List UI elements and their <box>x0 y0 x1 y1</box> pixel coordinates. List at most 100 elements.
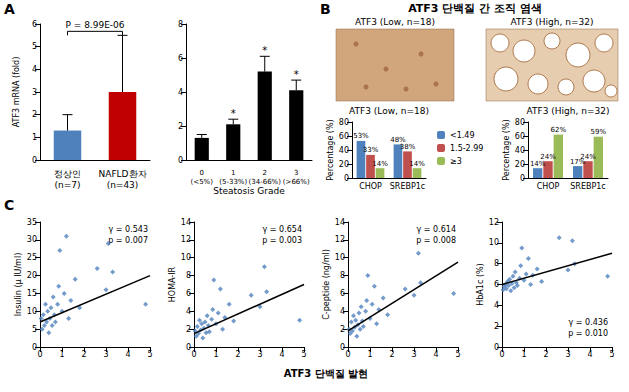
svg-text:4: 4 <box>587 350 592 359</box>
svg-text:0: 0 <box>32 343 37 352</box>
svg-text:3: 3 <box>32 88 37 97</box>
svg-text:Percentage (%): Percentage (%) <box>502 119 511 180</box>
svg-text:35: 35 <box>27 218 37 227</box>
svg-text:4: 4 <box>433 350 438 359</box>
svg-text:25: 25 <box>27 253 37 262</box>
svg-text:1: 1 <box>213 350 218 359</box>
svg-text:10: 10 <box>27 307 37 316</box>
svg-text:40: 40 <box>515 146 525 155</box>
svg-text:60: 60 <box>339 132 349 141</box>
svg-text:Steatosis Grade: Steatosis Grade <box>213 186 285 196</box>
svg-text:ATF3 (High, n=32): ATF3 (High, n=32) <box>511 17 594 27</box>
svg-text:Insulin (μ IU/ml): Insulin (μ IU/ml) <box>14 253 23 317</box>
svg-text:2: 2 <box>543 350 548 359</box>
svg-text:p = 0.007: p = 0.007 <box>108 236 148 245</box>
svg-text:NAFLD환자: NAFLD환자 <box>98 169 146 179</box>
svg-text:8: 8 <box>494 259 499 268</box>
svg-text:3: 3 <box>565 350 570 359</box>
svg-text:30: 30 <box>27 235 37 244</box>
svg-text:ATF3 (Low, n=18): ATF3 (Low, n=18) <box>355 17 435 27</box>
svg-text:2: 2 <box>235 350 240 359</box>
svg-text:5: 5 <box>609 350 614 359</box>
svg-text:62%: 62% <box>551 126 567 134</box>
svg-text:20: 20 <box>515 160 525 169</box>
svg-text:정상인: 정상인 <box>54 169 81 179</box>
svg-text:0: 0 <box>344 174 349 183</box>
svg-text:2: 2 <box>389 350 394 359</box>
svg-text:5: 5 <box>455 350 460 359</box>
svg-text:24%: 24% <box>580 153 596 161</box>
svg-text:CHOP: CHOP <box>359 182 382 191</box>
svg-text:10: 10 <box>489 238 499 247</box>
svg-text:38%: 38% <box>400 143 416 151</box>
svg-text:3: 3 <box>103 350 108 359</box>
svg-text:4: 4 <box>494 301 499 310</box>
svg-text:4: 4 <box>32 65 37 74</box>
svg-text:2: 2 <box>178 122 183 131</box>
svg-text:5: 5 <box>147 350 152 359</box>
svg-text:ATF3 mRNA (fold): ATF3 mRNA (fold) <box>12 57 21 128</box>
svg-text:ATF3 (High, n=32): ATF3 (High, n=32) <box>527 106 610 116</box>
svg-text:p = 0.008: p = 0.008 <box>416 236 456 245</box>
svg-text:p = 0.003: p = 0.003 <box>262 236 302 245</box>
svg-text:6: 6 <box>340 289 345 298</box>
svg-text:4: 4 <box>186 307 191 316</box>
svg-text:1: 1 <box>521 350 526 359</box>
svg-text:10: 10 <box>181 253 191 262</box>
svg-text:0: 0 <box>520 174 525 183</box>
svg-text:4: 4 <box>340 307 345 316</box>
svg-text:2: 2 <box>81 350 86 359</box>
svg-text:1: 1 <box>32 133 37 142</box>
svg-text:2: 2 <box>186 325 191 334</box>
svg-text:12: 12 <box>489 218 499 227</box>
svg-text:γ = 0.614: γ = 0.614 <box>417 225 456 234</box>
svg-text:0: 0 <box>345 350 350 359</box>
svg-text:1.5-2.99: 1.5-2.99 <box>450 144 483 153</box>
svg-text:(34-66%): (34-66%) <box>249 178 282 186</box>
svg-text:CHOP: CHOP <box>537 182 560 191</box>
svg-text:0: 0 <box>37 350 42 359</box>
svg-text:12: 12 <box>335 235 345 244</box>
svg-text:4: 4 <box>178 88 183 97</box>
svg-text:γ = 0.543: γ = 0.543 <box>109 225 148 234</box>
svg-text:(5-33%): (5-33%) <box>219 178 247 186</box>
svg-text:3: 3 <box>257 350 262 359</box>
svg-text:40: 40 <box>339 146 349 155</box>
svg-text:20: 20 <box>27 271 37 280</box>
svg-text:2: 2 <box>494 322 499 331</box>
svg-text:33%: 33% <box>363 146 379 154</box>
svg-text:HbA1c (%): HbA1c (%) <box>476 263 485 305</box>
svg-text:0: 0 <box>494 343 499 352</box>
svg-text:γ = 0.436: γ = 0.436 <box>569 318 608 327</box>
svg-text:5: 5 <box>32 325 37 334</box>
svg-text:12: 12 <box>181 235 191 244</box>
svg-text:53%: 53% <box>353 132 369 140</box>
svg-text:≥3: ≥3 <box>450 157 462 166</box>
svg-text:4: 4 <box>125 350 130 359</box>
svg-text:0: 0 <box>186 343 191 352</box>
svg-text:8: 8 <box>340 271 345 280</box>
svg-text:59%: 59% <box>591 128 607 136</box>
svg-text:6: 6 <box>178 54 183 63</box>
svg-text:60: 60 <box>515 132 525 141</box>
svg-text:5: 5 <box>301 350 306 359</box>
svg-text:P = 8.99E-06: P = 8.99E-06 <box>65 20 124 30</box>
svg-text:3: 3 <box>294 169 298 177</box>
svg-text:A: A <box>4 1 15 17</box>
svg-text:10: 10 <box>335 253 345 262</box>
svg-text:1: 1 <box>367 350 372 359</box>
svg-text:14%: 14% <box>372 160 388 168</box>
svg-text:80: 80 <box>339 118 349 127</box>
svg-text:6: 6 <box>494 280 499 289</box>
svg-text:<1.49: <1.49 <box>450 131 475 140</box>
svg-text:ATF3 (Low, n=18): ATF3 (Low, n=18) <box>349 106 429 116</box>
svg-text:(n=7): (n=7) <box>55 180 81 190</box>
svg-text:20: 20 <box>339 160 349 169</box>
svg-text:14%: 14% <box>530 160 546 168</box>
svg-text:HOMA-IR: HOMA-IR <box>168 266 177 302</box>
svg-text:C-peptide (ng/ml): C-peptide (ng/ml) <box>322 249 331 320</box>
svg-text:*: * <box>262 45 267 56</box>
svg-text:14%: 14% <box>409 160 425 168</box>
svg-text:0: 0 <box>340 343 345 352</box>
svg-text:SREBP1c: SREBP1c <box>390 182 426 191</box>
